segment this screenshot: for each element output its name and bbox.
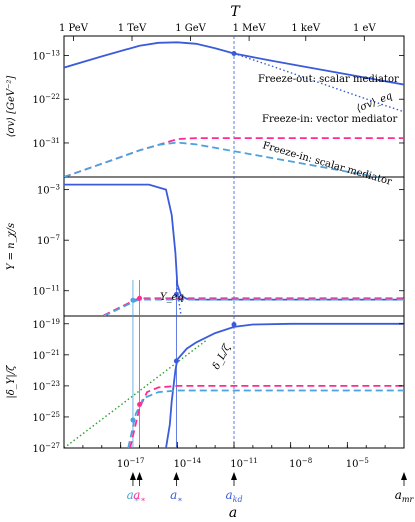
x-tick-label-2: 10−11 [230, 457, 258, 470]
top-tick-label-4: 1 keV [291, 23, 321, 34]
series-p1-0 [64, 41, 404, 86]
marker-label-1: a∗ [133, 488, 146, 504]
dot-star-p2 [173, 292, 179, 298]
series-p3-0 [64, 338, 209, 448]
top-tick-label-2: 1 GeV [175, 23, 206, 34]
series-p1-3 [64, 141, 382, 177]
top-axis-title: T [230, 4, 241, 20]
y-tick-label-p1-2: 10−31 [32, 137, 60, 150]
marker-arrow-1 [136, 472, 143, 480]
y-tick-label-p2-0: 10−3 [37, 184, 60, 197]
label-sigma-eq: ⟨σv⟩_eq [355, 90, 394, 114]
y-tick-label-p1-0: 10−13 [32, 49, 60, 62]
dot-kd-p1 [231, 51, 237, 57]
y-axis-label-p3: |δ_Y|/ζ [6, 365, 17, 399]
label-deltaL: δ_L/ζ [211, 342, 233, 371]
marker-arrow-0 [129, 472, 136, 480]
marker-label-0: a∗ [127, 488, 140, 504]
y-axis-label-p2: Y = n_χ/s [6, 223, 17, 270]
series-p3-2 [129, 385, 404, 448]
series-p2-0 [64, 183, 404, 301]
x-axis-title: a [229, 505, 237, 521]
y-tick-label-p3-1: 10−21 [32, 349, 60, 362]
series-layer [64, 41, 404, 448]
dot-vec-p3 [137, 402, 143, 408]
top-tick-label-5: 1 eV [353, 23, 376, 34]
marker-label-2: a∗ [170, 488, 183, 504]
top-tick-label-1: 1 TeV [118, 23, 147, 34]
y-tick-label-p1-1: 10−22 [32, 93, 60, 106]
label-freeze-in-scalar: Freeze-in: scalar mediator [261, 140, 393, 188]
marker-label-3: akd [225, 488, 242, 504]
dot-sca-p3 [130, 417, 136, 423]
label-freeze-out: Freeze-out: scalar mediator [258, 74, 399, 85]
dot-kd-p3 [231, 322, 237, 328]
y-tick-label-p3-0: 10−19 [32, 318, 60, 331]
axis-ticks: T 1 PeV 1 TeV 1 GeV 1 MeV 1 keV 1 eV 10−17 10−14… [6, 4, 414, 521]
dot-vec-p2 [137, 295, 143, 301]
top-tick-label-3: 1 MeV [233, 23, 267, 34]
marker-label-4: amr [395, 488, 415, 504]
y-tick-label-p3-2: 10−23 [32, 380, 60, 393]
label-freeze-in-vector: Freeze-in: vector mediator [262, 114, 397, 125]
x-tick-label-1: 10−14 [174, 457, 202, 470]
series-p3-3 [127, 389, 404, 448]
dot-sca-p2 [130, 297, 136, 303]
series-p1-1 [233, 52, 404, 113]
series-p3-1 [165, 322, 404, 448]
marker-arrow-3 [231, 472, 237, 480]
marker-arrow-4 [401, 472, 407, 480]
label-yeq: Y_eq [160, 292, 184, 303]
y-axis-label-p1: ⟨σv⟩ [GeV⁻²] [6, 76, 17, 138]
annotation-layer: Freeze-out: scalar mediator⟨σv⟩_eqFreeze… [160, 74, 399, 371]
top-tick-label-0: 1 PeV [59, 23, 89, 34]
y-tick-label-p3-3: 10−25 [32, 411, 60, 424]
dot-star-p3 [173, 358, 179, 364]
marker-arrow-2 [173, 472, 180, 480]
series-p2-2 [100, 297, 404, 316]
x-tick-label-3: 10−8 [289, 457, 312, 470]
x-tick-label-0: 10−17 [117, 457, 145, 470]
x-tick-label-4: 10−5 [346, 457, 369, 470]
marker-lines [132, 36, 235, 448]
y-tick-label-p2-2: 10−11 [32, 285, 60, 298]
y-tick-label-p3-4: 10−27 [32, 442, 60, 455]
y-tick-label-p2-1: 10−7 [37, 234, 60, 247]
